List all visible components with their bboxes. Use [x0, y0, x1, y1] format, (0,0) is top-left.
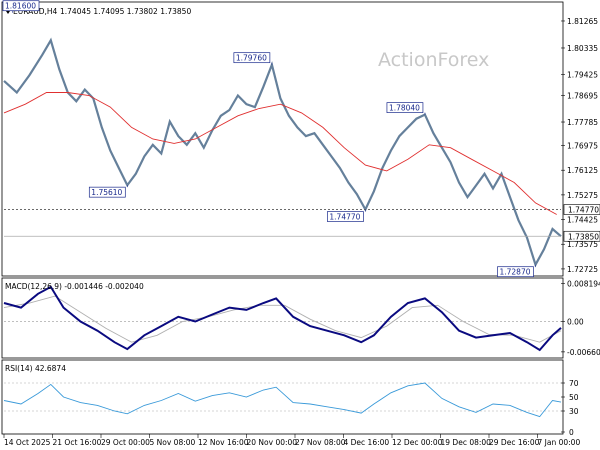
annotation-box-3: [327, 211, 364, 222]
price-tick-label-0: 1.81265: [567, 17, 598, 26]
macd-label: MACD(12,26,9) -0.001446 -0.002040: [5, 282, 144, 291]
x-tick-label-9: 19 Dec 08:00: [441, 438, 492, 447]
price-tick-label-7: 1.75275: [567, 191, 598, 200]
price-tick-label-9: 1.73575: [567, 240, 598, 249]
macd-main-line: [3, 285, 562, 352]
x-tick-label-3: 5 Nov 08:00: [150, 438, 196, 447]
price-tag-box-0: [563, 204, 600, 215]
price-tag-box-1: [563, 230, 600, 242]
annotation-box-4: [386, 102, 424, 113]
annotation-label-2: 1.79760: [236, 54, 267, 63]
annotation-box-1: [88, 186, 126, 198]
price-tag-1: 1.73850: [568, 232, 599, 241]
annotation-label-0: 1.81600: [5, 2, 36, 11]
macd-signal-line: [3, 295, 562, 343]
symbol-label: EURAUD,H4: [13, 7, 58, 16]
price-layer: 1.81600 1.75610 1.79760 1.74770 1.78040 1.728…: [2, 0, 562, 278]
rsi-tick-label-3: 0: [569, 428, 574, 437]
watermark: ActionForex: [378, 49, 489, 71]
price-tick-label-1: 1.80335: [567, 44, 598, 53]
x-tick-label-10: 29 Dec 16:00: [489, 438, 540, 447]
price-tick-label-4: 1.77785: [567, 118, 598, 127]
rsi-line: [3, 382, 562, 418]
price-tick-label-5: 1.76975: [567, 142, 598, 151]
price-tick-label-10: 1.72725: [567, 265, 598, 274]
x-tick-label-4: 12 Nov 16:00: [198, 438, 249, 447]
price-tick-label-3: 1.78695: [567, 92, 598, 101]
price-tick-label-6: 1.76125: [567, 166, 598, 175]
rsi-tick-label-0: 70: [569, 379, 579, 388]
macd-panel-frame: [1, 277, 564, 359]
rsi-tick-label-2: 30: [569, 407, 579, 416]
annotation-label-4: 1.78040: [389, 104, 420, 113]
axis-layer: 1.74770 1.73850 1.81265 1.80335 1.79425 1.786…: [3, 17, 600, 447]
annotation-box-2: [233, 52, 271, 64]
annotation-box-5: [497, 266, 534, 278]
x-tick-label-6: 27 Nov 08:00: [295, 438, 346, 447]
x-tick-label-7: 4 Dec 16:00: [344, 438, 390, 447]
annotation-label-5: 1.72870: [499, 268, 530, 277]
rsi-label: RSI(14) 42.6874: [5, 364, 66, 373]
macd-tick-label-0: 0.008194: [567, 280, 600, 289]
ohlc-label: 1.74045 1.74095 1.73802 1.73850: [60, 7, 191, 16]
annotation-label-1: 1.75610: [91, 188, 122, 197]
x-tick-label-1: 21 Oct 16:00: [53, 438, 102, 447]
x-tick-label-8: 12 Dec 00:00: [392, 438, 443, 447]
x-tick-label-0: 14 Oct 2025: [4, 438, 51, 447]
x-tick-label-2: 29 Oct 00:00: [101, 438, 150, 447]
annotation-box-0: [2, 0, 40, 12]
macd-tick-label-2: -0.006604: [567, 348, 600, 357]
macd-tick-label-1: 0.00: [567, 317, 584, 326]
rsi-layer: [3, 382, 562, 418]
price-panel-frame: [1, 1, 564, 277]
x-tick-label-11: 7 Jan 00:00: [538, 438, 581, 447]
price-tick-label-2: 1.79425: [567, 70, 598, 79]
rsi-tick-label-1: 50: [569, 393, 579, 402]
moving-average-line: [3, 92, 557, 215]
macd-layer: [3, 285, 562, 352]
price-line: [3, 37, 562, 268]
price-tick-label-8: 1.74425: [567, 216, 598, 225]
annotation-label-3: 1.74770: [329, 213, 360, 222]
x-tick-label-5: 20 Nov 00:00: [247, 438, 298, 447]
price-tag-0: 1.74770: [568, 206, 599, 215]
symbol-dropdown-icon[interactable]: [6, 11, 10, 14]
